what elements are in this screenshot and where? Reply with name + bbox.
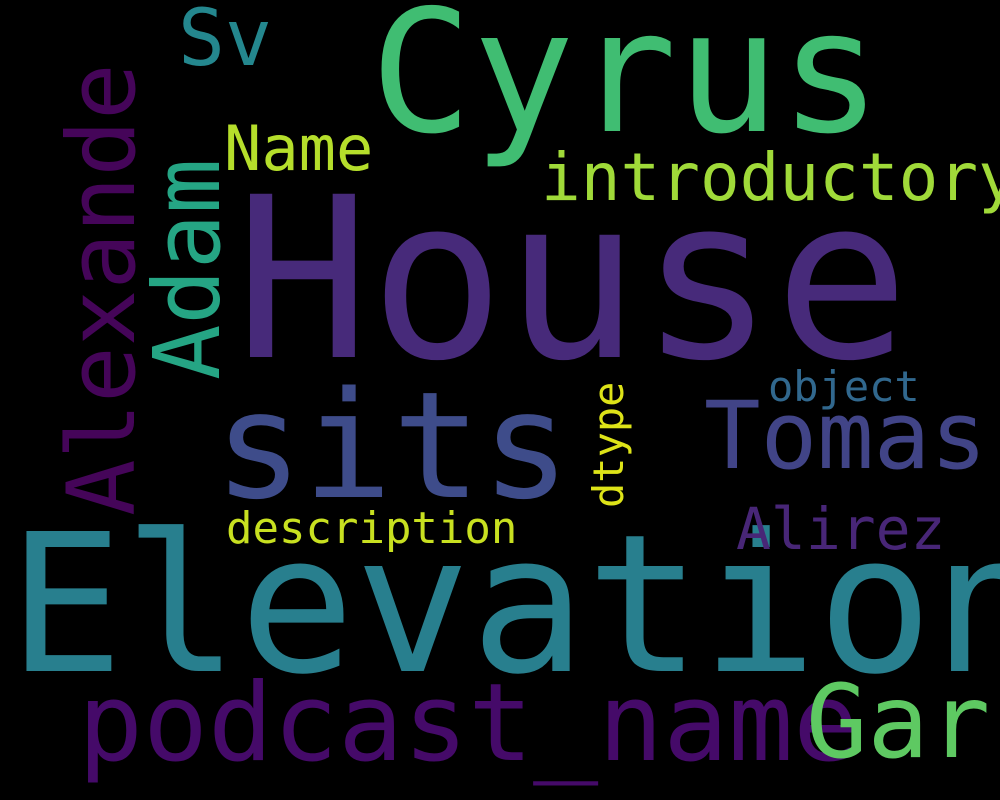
- word-sits: sits: [214, 360, 571, 532]
- word-house: House: [235, 149, 910, 410]
- word-alirez: Alirez: [736, 495, 946, 563]
- word-name: Name: [224, 112, 374, 185]
- word-description: description: [226, 503, 518, 554]
- word-gar: Gar: [806, 663, 991, 782]
- word-podcast-name: podcast_name: [78, 661, 859, 786]
- word-elevation: Elevation: [8, 494, 1000, 717]
- word-cyrus: Cyrus: [370, 0, 882, 172]
- word-introductory: introductory: [541, 139, 1000, 216]
- word-dtype: dtype: [584, 381, 633, 508]
- word-adam: Adam: [134, 158, 241, 380]
- word-tomas: Tomas: [704, 382, 987, 491]
- word-object: object: [768, 362, 920, 411]
- word-sv: Sv: [178, 0, 272, 84]
